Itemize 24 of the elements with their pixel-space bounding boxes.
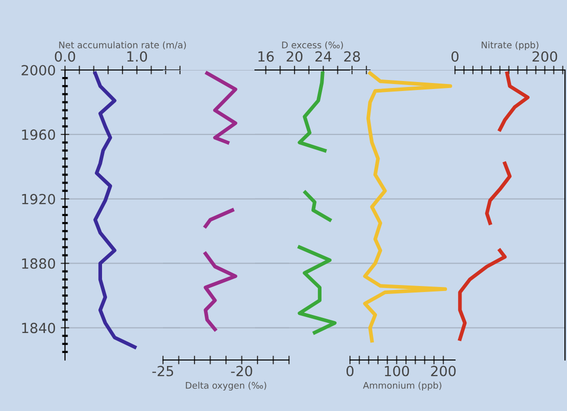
y-tick-label: 1920 <box>22 194 56 204</box>
x-tick-label: 0 <box>451 51 458 62</box>
x-axis-title: D excess (‰) <box>282 41 343 50</box>
x-tick-label: 200 <box>431 366 456 376</box>
x-tick-label: -20 <box>231 366 252 376</box>
y-tick-label: 1960 <box>22 129 56 140</box>
x-tick-label: 16 <box>258 51 274 62</box>
x-tick-label: 28 <box>344 51 360 62</box>
x-tick-label: -25 <box>152 366 174 376</box>
line-series <box>93 71 137 349</box>
x-tick-label: 24 <box>315 51 332 62</box>
y-tick-label: 2000 <box>22 64 56 76</box>
x-axis-title: Nitrate (ppb) <box>482 41 538 50</box>
y-tick-label: 1840 <box>22 322 56 334</box>
x-tick-label: 200 <box>532 51 558 62</box>
x-tick-label: 20 <box>286 51 302 62</box>
x-tick-label: 0 <box>346 366 354 376</box>
x-tick-label: 100 <box>384 366 409 376</box>
x-tick-label: 0.0 <box>54 51 76 62</box>
x-axis-title: Net accumulation rate (m/a) <box>59 41 186 50</box>
x-axis-title: Ammonium (ppb) <box>363 382 442 391</box>
x-tick-label: 1.0 <box>127 51 147 62</box>
y-tick-label: 1880 <box>22 258 56 269</box>
x-axis-title: Delta oxygen (‰) <box>186 382 266 391</box>
